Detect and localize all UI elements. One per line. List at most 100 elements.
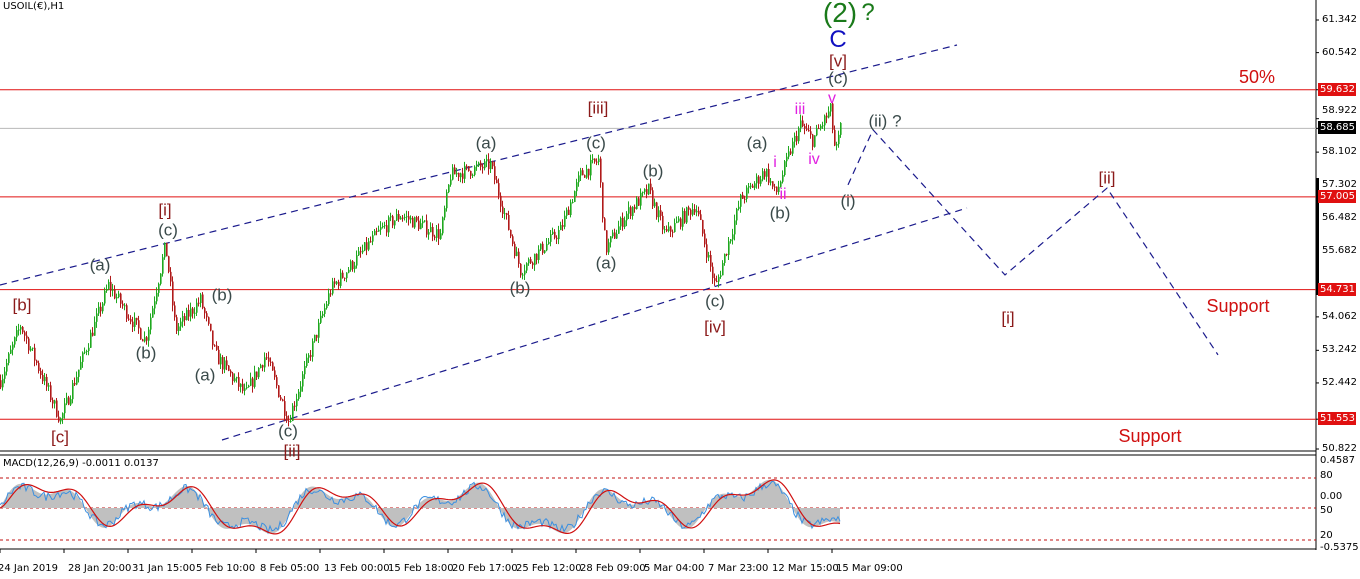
candle-body	[678, 218, 680, 222]
candle-body	[762, 171, 764, 180]
candle-body	[146, 337, 148, 341]
candle-body	[348, 269, 350, 273]
candle-body	[558, 230, 560, 240]
candle-body	[742, 194, 744, 199]
candle-body	[250, 378, 252, 386]
candle-body	[134, 317, 136, 327]
candle-body	[528, 259, 530, 264]
wave-projection	[847, 128, 1219, 356]
candle-body	[426, 220, 428, 235]
candle-body	[586, 168, 588, 178]
candle-body	[518, 251, 520, 264]
candle-body	[84, 351, 86, 353]
candle-body	[152, 308, 154, 318]
candle-body	[466, 165, 468, 167]
candle-body	[262, 365, 264, 368]
candle-body	[656, 202, 658, 218]
time-tick: 12 Mar 15:00	[772, 563, 839, 574]
wave-label: (b)	[509, 278, 531, 298]
candle-body	[336, 281, 338, 284]
candle-body	[86, 350, 88, 352]
candle-body	[482, 166, 484, 169]
candle-body	[328, 293, 330, 305]
candle-body	[274, 370, 276, 378]
candle-body	[56, 400, 58, 417]
candle-body	[356, 255, 358, 266]
candle-body	[224, 360, 226, 370]
wave-label: ii	[779, 186, 787, 203]
price-tick: 60.542	[1322, 46, 1357, 58]
price-tick: 56.482	[1322, 212, 1357, 224]
candle-body	[388, 217, 390, 233]
candle-body	[766, 169, 768, 177]
candle-body	[790, 151, 792, 154]
candle-body	[66, 397, 68, 404]
candle-body	[670, 226, 672, 232]
candle-body	[650, 183, 652, 191]
candle-body	[414, 217, 416, 228]
candle-body	[794, 135, 796, 142]
candle-body	[508, 215, 510, 230]
candle-body	[676, 221, 678, 224]
candle-body	[332, 281, 334, 294]
candle-body	[334, 281, 336, 284]
candle-body	[428, 232, 430, 235]
candle-body	[440, 233, 442, 239]
candle-body	[26, 335, 28, 339]
candle-body	[442, 217, 444, 234]
candle-body	[422, 221, 424, 224]
candle-body	[308, 355, 310, 358]
wave-label: [iii]	[587, 98, 609, 118]
candle-body	[244, 388, 246, 391]
candle-body	[96, 313, 98, 322]
candle-body	[392, 216, 394, 226]
candle-body	[706, 244, 708, 258]
candle-body	[634, 206, 636, 209]
candle-body	[776, 186, 778, 193]
candle-body	[58, 416, 60, 422]
candle-body	[192, 308, 194, 314]
candle-body	[578, 175, 580, 183]
candle-body	[584, 175, 586, 178]
candle-body	[80, 361, 82, 370]
candle-body	[156, 292, 158, 302]
candle-body	[174, 305, 176, 318]
candle-body	[402, 217, 404, 219]
candle-body	[38, 362, 40, 371]
candle-body	[8, 353, 10, 364]
wave-label: (ii) ?	[868, 111, 902, 131]
macd-line	[0, 480, 841, 535]
candle-body	[824, 115, 826, 126]
candle-body	[708, 255, 710, 258]
candle-body	[756, 176, 758, 184]
candle-body	[582, 170, 584, 176]
candle-body	[72, 382, 74, 400]
candle-body	[286, 415, 288, 421]
wave-label: (a)	[194, 365, 216, 385]
wave-label: [i]	[158, 200, 172, 220]
time-tick: 13 Feb 00:00	[324, 563, 390, 574]
candle-body	[256, 371, 258, 378]
candle-body	[576, 182, 578, 192]
candle-body	[592, 158, 594, 160]
candle-body	[658, 210, 660, 218]
candle-body	[42, 375, 44, 382]
candle-body	[322, 313, 324, 316]
candle-body	[230, 370, 232, 374]
wave-label: [c]	[51, 427, 69, 447]
candle-body	[834, 129, 836, 146]
wave-label: (b)	[135, 343, 157, 363]
candle-body	[566, 209, 568, 216]
candle-body	[432, 227, 434, 237]
candle-body	[798, 128, 800, 142]
candle-body	[722, 262, 724, 276]
candle-body	[536, 253, 538, 260]
candle-body	[88, 347, 90, 351]
candle-body	[364, 242, 366, 251]
candle-body	[596, 161, 598, 163]
candle-body	[724, 253, 726, 263]
candle-body	[190, 308, 192, 317]
candle-body	[302, 374, 304, 387]
candle-body	[352, 261, 354, 270]
